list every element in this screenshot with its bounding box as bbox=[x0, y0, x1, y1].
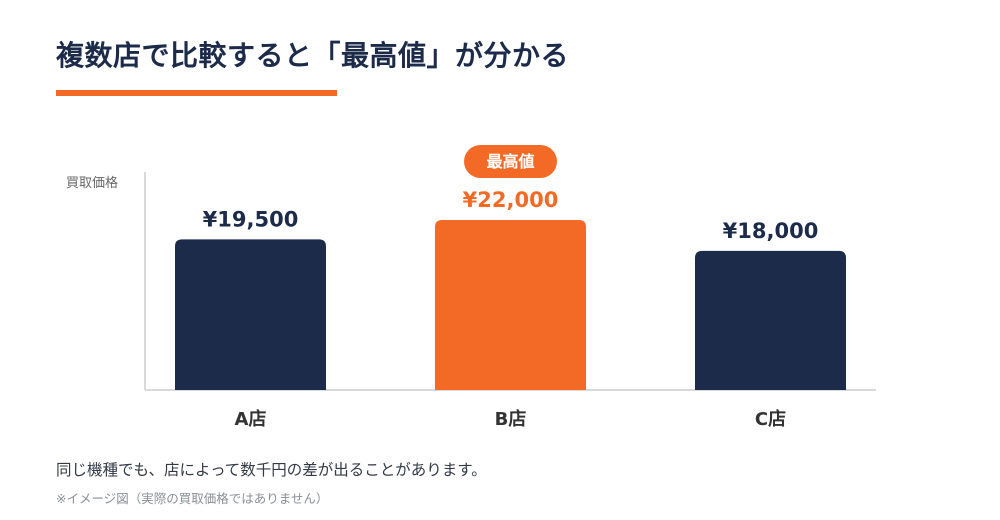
value-label-1: ¥22,000 bbox=[463, 188, 559, 212]
bar-1 bbox=[435, 220, 586, 390]
chart-caption: 同じ機種でも、店によって数千円の差が出ることがあります。 bbox=[56, 461, 487, 479]
bar-0 bbox=[175, 239, 326, 390]
category-label-2: C店 bbox=[755, 408, 786, 430]
category-label-1: B店 bbox=[495, 408, 527, 430]
title-underline bbox=[56, 90, 337, 96]
value-label-0: ¥19,500 bbox=[203, 207, 299, 231]
highlight-badge bbox=[464, 145, 557, 178]
highlight-badge-label: 最高値 bbox=[486, 152, 534, 171]
bar-2 bbox=[695, 250, 846, 390]
category-label-0: A店 bbox=[235, 408, 267, 430]
chart-note: ※イメージ図（実際の買取価格ではありません） bbox=[56, 491, 329, 506]
y-axis-label: 買取価格 bbox=[66, 175, 118, 191]
page-title: 複数店で比較すると「最高値」が分かる bbox=[56, 39, 570, 72]
value-label-2: ¥18,000 bbox=[723, 219, 819, 243]
